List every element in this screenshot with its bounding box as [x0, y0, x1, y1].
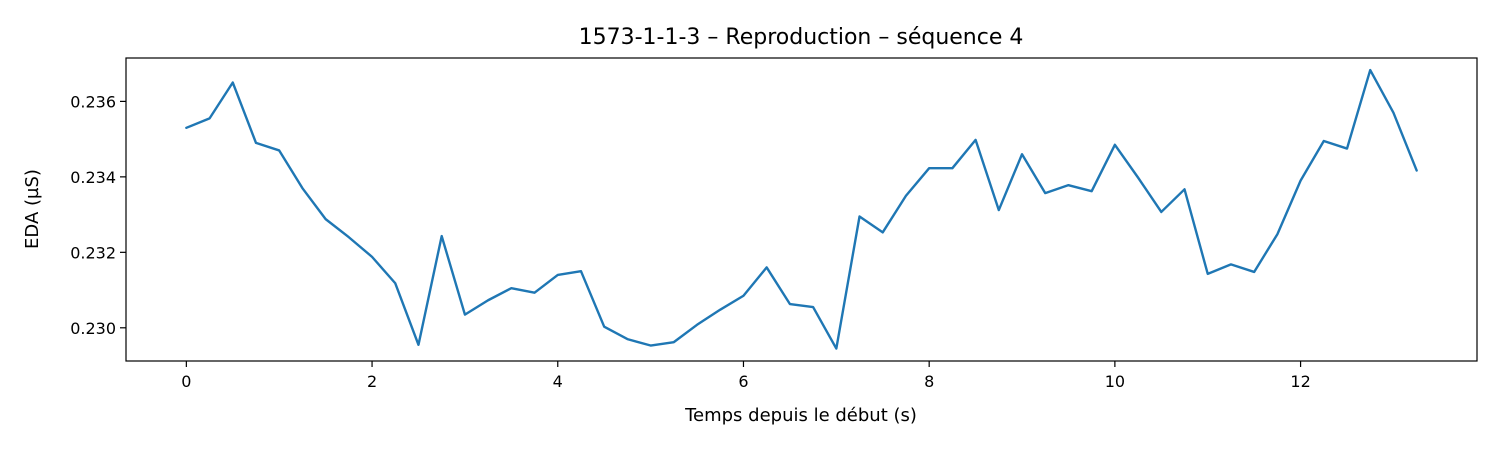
- x-tick-label: 4: [553, 372, 563, 391]
- x-axis-label: Temps depuis le début (s): [684, 405, 917, 426]
- x-axis-ticks: 0 2 4 6 8 10 12: [181, 361, 1311, 391]
- y-tick-label: 0.232: [70, 243, 116, 262]
- y-axis-label: EDA (µS): [22, 169, 43, 249]
- y-tick-label: 0.234: [70, 168, 116, 187]
- y-tick-label: 0.230: [70, 319, 116, 338]
- series-group: [185, 68, 1418, 350]
- y-tick-label: 0.236: [70, 92, 116, 111]
- series-line-0: [185, 68, 1418, 350]
- x-tick-label: 10: [1105, 372, 1125, 391]
- plot-frame: [125, 57, 1478, 362]
- x-tick-label: 2: [367, 372, 377, 391]
- y-axis-ticks: 0.230 0.232 0.234 0.236: [70, 92, 126, 338]
- x-tick-label: 8: [924, 372, 934, 391]
- x-tick-label: 12: [1290, 372, 1310, 391]
- x-tick-label: 0: [181, 372, 191, 391]
- x-tick-label: 6: [738, 372, 748, 391]
- chart-title: 1573-1-1-3 – Reproduction – séquence 4: [579, 25, 1024, 50]
